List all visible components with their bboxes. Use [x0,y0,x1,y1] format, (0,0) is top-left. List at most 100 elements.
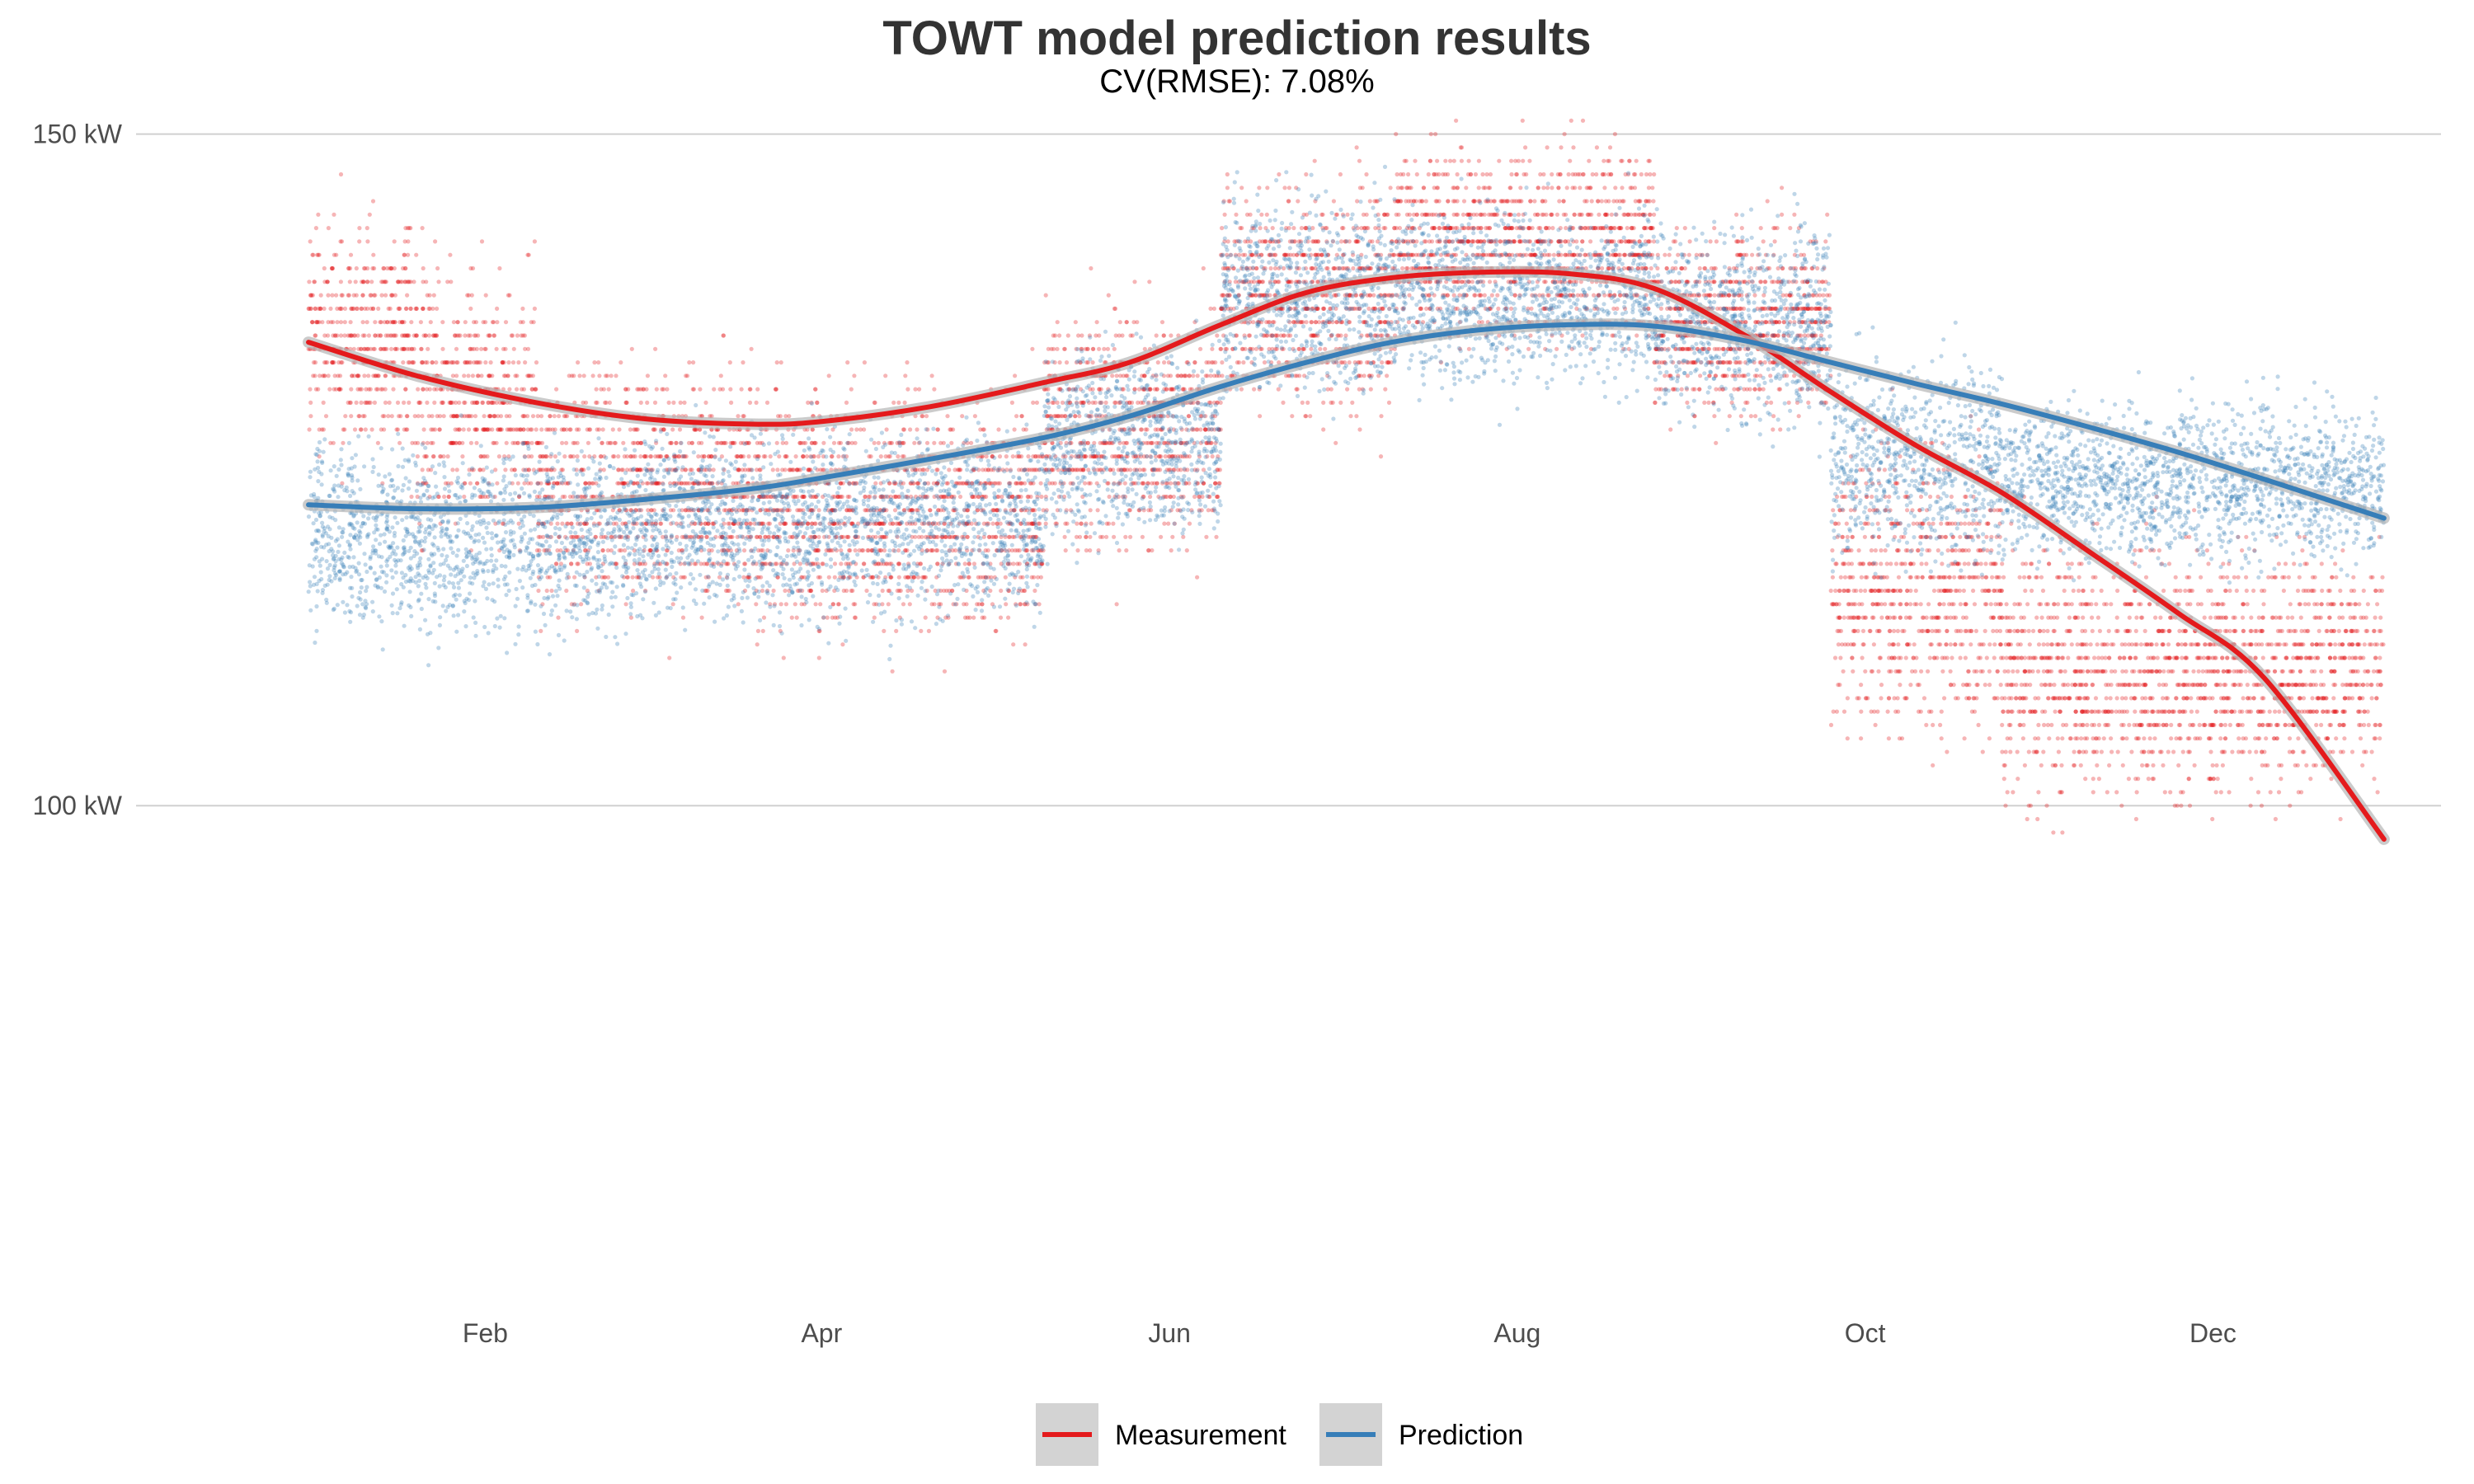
data-point [1135,320,1140,325]
data-point [845,360,850,365]
data-point [307,279,312,284]
data-point [840,642,845,647]
data-point [861,561,866,566]
data-point [509,333,514,338]
data-point [440,400,445,405]
data-point [368,293,373,298]
data-point [554,387,559,392]
data-point [1098,387,1103,392]
data-point [1105,346,1110,351]
data-point [420,360,426,365]
data-point [1112,346,1117,351]
data-point [783,588,788,594]
data-point [479,346,484,351]
data-point [997,454,1003,459]
data-point [953,548,958,553]
data-point [1056,414,1061,419]
data-point [1526,346,1531,351]
data-point [960,414,965,419]
data-point [1006,615,1011,620]
data-point [1386,400,1392,405]
data-point [670,427,675,432]
data-point [1094,333,1098,338]
data-point [346,265,351,271]
data-point [494,346,499,351]
data-point [1350,400,1355,405]
data-point [645,400,650,405]
data-point [382,279,387,284]
data-point [560,521,565,526]
data-point [1097,346,1102,351]
data-point [387,400,392,405]
data-point [430,360,435,365]
data-point [1169,333,1174,338]
data-point [1368,387,1373,392]
data-point [322,306,327,311]
data-point [849,387,854,392]
data-point [354,400,359,405]
data-point [1014,414,1019,419]
data-point [818,467,823,472]
data-point [361,279,366,284]
data-point [495,306,500,311]
data-point [406,239,411,244]
data-point [816,508,821,513]
data-point [890,669,895,674]
data-point [1128,534,1133,539]
data-point [599,454,604,459]
data-point [618,548,623,553]
data-point [1084,534,1089,539]
data-point [1023,481,1028,486]
data-point [392,239,397,244]
data-point [1120,333,1125,338]
data-point [401,265,406,271]
data-point [854,427,859,432]
data-point [405,414,410,419]
data-point [944,588,949,594]
data-point [1277,171,1282,177]
data-point [341,427,346,432]
data-point [421,306,426,311]
data-point [582,454,587,459]
data-point [728,387,733,392]
data-point [449,400,454,405]
data-point [935,548,940,553]
data-point [365,279,370,284]
data-point [1164,387,1169,392]
data-point [487,373,492,378]
data-point [347,400,353,405]
data-point [382,346,387,351]
data-point [1383,226,1388,231]
data-point [1371,293,1376,298]
data-point [774,387,779,392]
data-point [497,265,502,271]
data-point [935,427,940,432]
data-point [520,320,525,325]
data-point [428,320,433,325]
data-point [1062,346,1067,351]
data-point [902,400,907,405]
data-point [616,454,621,459]
data-point [1112,306,1117,311]
data-point [308,239,313,244]
data-point [337,306,342,311]
data-point [609,373,614,378]
data-point [1140,481,1145,486]
data-point [657,575,662,580]
data-point [408,306,413,311]
data-point [1155,467,1160,472]
data-point [360,293,365,298]
data-point [1148,494,1153,500]
data-point [663,373,668,378]
data-point [1545,186,1550,190]
data-point [600,427,605,432]
data-point [1014,454,1019,459]
data-point [1620,186,1625,190]
data-point [410,346,415,351]
data-point [1198,427,1203,432]
data-point [590,373,595,378]
data-point [1382,212,1387,217]
data-point [346,293,350,298]
data-point [1309,320,1314,325]
data-point [1454,118,1459,123]
